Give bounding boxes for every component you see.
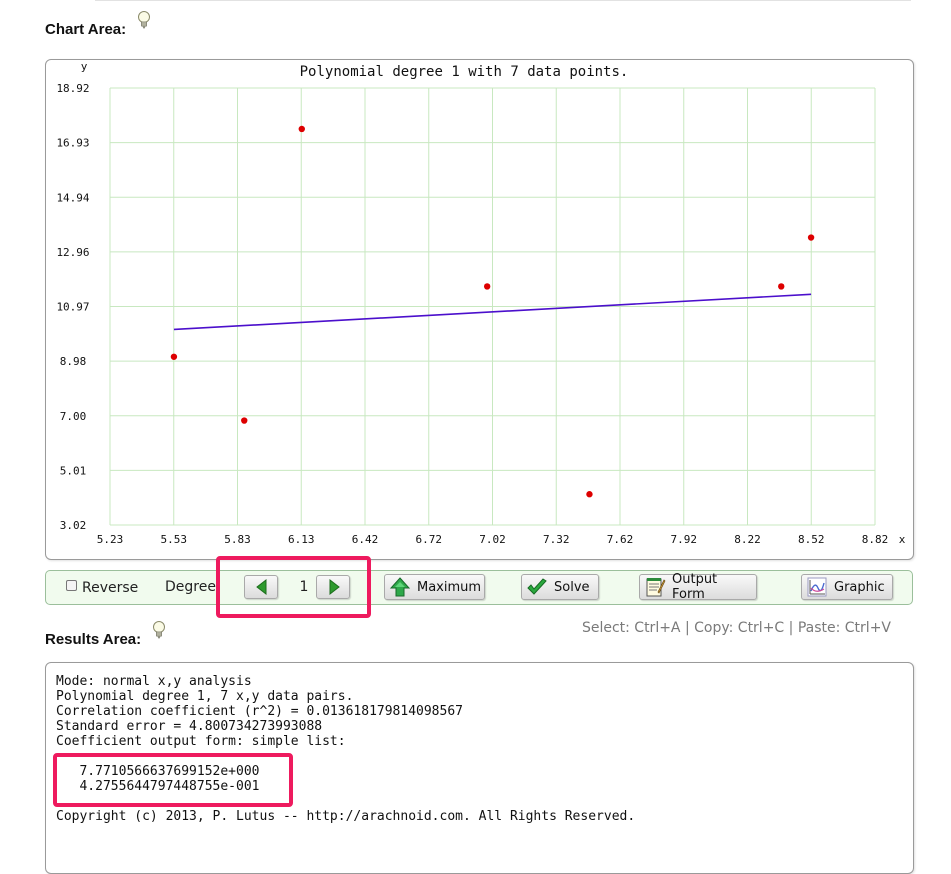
data-point (170, 353, 178, 360)
chart-title: Polynomial degree 1 with 7 data points. (300, 64, 629, 80)
results-line: Coefficient output form: simple list: (56, 734, 346, 749)
y-tick-label: 14.94 (56, 191, 89, 204)
y-tick-label: 18.92 (56, 82, 89, 95)
results-text[interactable]: Mode: normal x,y analysis Polynomial degr… (56, 674, 635, 824)
x-tick-label: 7.92 (671, 533, 698, 546)
results-textarea[interactable]: Mode: normal x,y analysis Polynomial degr… (45, 662, 914, 874)
chart-graphic-icon (807, 577, 827, 597)
lightbulb-icon[interactable] (137, 10, 151, 30)
results-line: 4.2755644797448755e-001 (56, 779, 260, 794)
maximum-button[interactable]: Maximum (384, 574, 485, 600)
y-tick-label: 7.00 (60, 410, 87, 423)
data-point (241, 417, 248, 424)
maximum-label: Maximum (417, 579, 482, 595)
degree-increase-button[interactable] (316, 575, 350, 599)
reverse-checkbox[interactable] (66, 580, 77, 591)
x-tick-label: 7.32 (543, 533, 570, 546)
chart-panel: 5.23 5.53 5.83 6.13 6.42 6.72 7.02 7.32 7.62 7.92… (45, 59, 914, 560)
x-tick-label: 6.13 (288, 533, 315, 546)
y-tick-label: 16.93 (56, 137, 89, 150)
degree-stepper-highlight (216, 556, 371, 618)
x-tick-label: 6.72 (416, 533, 443, 546)
y-tick-label: 12.96 (56, 246, 89, 259)
output-form-label: Output Form (672, 572, 718, 602)
y-axis-label: y (81, 60, 88, 73)
lightbulb-icon[interactable] (152, 620, 166, 640)
arrow-left-icon (256, 578, 267, 596)
results-line: Mode: normal x,y analysis (56, 674, 252, 689)
x-tick-label: 7.62 (607, 533, 634, 546)
x-tick-label: 8.82 (862, 533, 889, 546)
results-line: Polynomial degree 1, 7 x,y data pairs. (56, 689, 354, 704)
x-axis-label: x (899, 533, 906, 546)
y-tick-label: 3.02 (60, 519, 87, 532)
graphic-label: Graphic (834, 579, 885, 595)
checkmark-icon (527, 578, 547, 595)
degree-decrease-button[interactable] (244, 575, 278, 599)
results-line: 7.7710566637699152e+000 (56, 764, 260, 779)
x-tick-label: 8.52 (798, 533, 825, 546)
data-point (586, 491, 593, 498)
solve-label: Solve (554, 579, 590, 595)
control-bar: Reverse Degree 1 Maximum Solve (45, 570, 913, 605)
x-tick-label: 8.22 (734, 533, 761, 546)
results-area-title: Results Area: (45, 631, 142, 648)
output-form-button[interactable]: Output Form (639, 572, 757, 602)
top-divider (95, 0, 911, 1)
data-point (483, 283, 491, 290)
x-tick-label: 5.23 (97, 533, 124, 546)
graphic-button[interactable]: Graphic (801, 574, 893, 600)
y-tick-label: 8.98 (60, 355, 87, 368)
results-line: Standard error = 4.800734273993088 (56, 719, 323, 734)
results-line: Copyright (c) 2013, P. Lutus -- http://a… (56, 809, 636, 824)
x-tick-label: 5.53 (161, 533, 188, 546)
x-tick-label: 5.83 (224, 533, 251, 546)
data-point (807, 234, 815, 241)
notepad-icon (646, 578, 666, 597)
solve-button[interactable]: Solve (521, 574, 599, 600)
x-tick-label: 7.02 (479, 533, 506, 546)
arrow-right-icon (329, 578, 340, 596)
fit-line (173, 293, 812, 331)
degree-value[interactable]: 1 (299, 579, 309, 595)
data-point (778, 283, 785, 290)
coefficients-highlight (53, 753, 293, 807)
x-tick-label: 6.42 (352, 533, 379, 546)
reverse-label: Reverse (82, 580, 139, 596)
shortcut-hint: Select: Ctrl+A | Copy: Ctrl+C | Paste: C… (581, 620, 891, 636)
data-point (298, 125, 305, 133)
degree-label: Degree (165, 579, 216, 595)
chart-area-title: Chart Area: (45, 21, 127, 38)
y-tick-label: 10.97 (56, 301, 89, 314)
scatter-chart: 5.23 5.53 5.83 6.13 6.42 6.72 7.02 7.32 7.62 7.92… (56, 60, 906, 546)
results-line: Correlation coefficient (r^2) = 0.013618… (56, 704, 463, 719)
green-up-arrow-icon (389, 577, 411, 597)
y-tick-label: 5.01 (60, 464, 87, 477)
